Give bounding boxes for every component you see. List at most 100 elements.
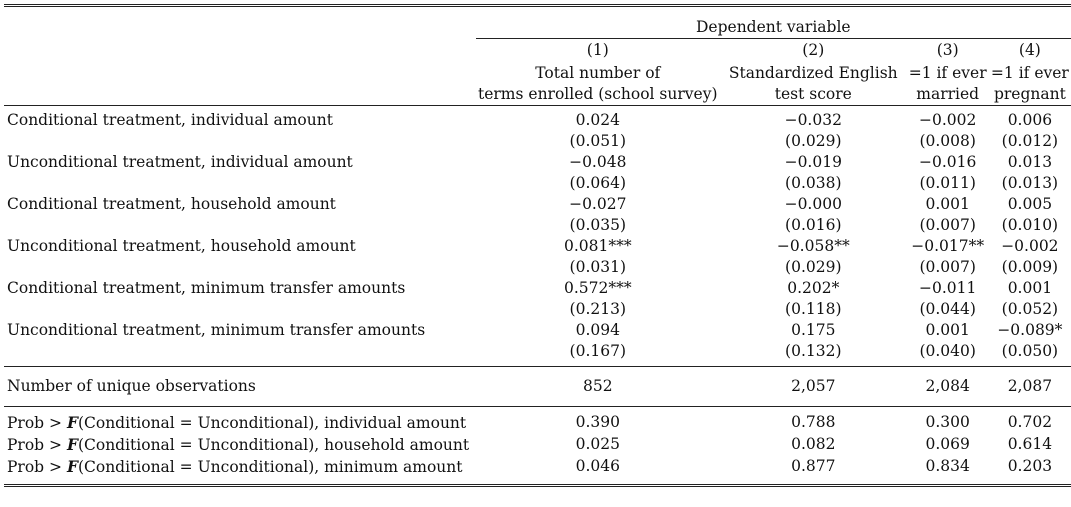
table-row: Unconditional treatment, household amoun… bbox=[4, 236, 1071, 257]
ftest-cell: 0.025 bbox=[575, 435, 620, 453]
coef-cell: 0.001 bbox=[925, 320, 970, 339]
col-title-3-line1: =1 if ever bbox=[908, 63, 987, 82]
se-cell: (0.044) bbox=[919, 299, 976, 318]
se-cell: (0.007) bbox=[919, 257, 976, 276]
row-label: Unconditional treatment, individual amou… bbox=[7, 152, 353, 171]
se-cell: (0.013) bbox=[1001, 173, 1059, 192]
coef-cell: −0.089* bbox=[997, 320, 1063, 339]
table-row: Conditional treatment, individual amount… bbox=[4, 105, 1071, 131]
header-titles-line2: terms enrolled (school survey) test scor… bbox=[4, 84, 1071, 106]
row-label: Unconditional treatment, household amoun… bbox=[7, 236, 356, 255]
ftest-label: Prob > F(Conditional = Unconditional), i… bbox=[4, 406, 476, 434]
coef-cell: −0.011 bbox=[918, 278, 977, 297]
ftest-prefix: Prob > bbox=[7, 435, 67, 454]
se-cell: (0.010) bbox=[1001, 215, 1059, 234]
header-col-numbers-row: (1) (2) (3) (4) bbox=[4, 39, 1071, 63]
observations-cell: 852 bbox=[582, 376, 613, 395]
coef-cell: 0.572*** bbox=[563, 278, 632, 297]
se-cell: (0.011) bbox=[919, 173, 976, 192]
ftest-row: Prob > F(Conditional = Unconditional), i… bbox=[4, 406, 1071, 434]
se-cell: (0.029) bbox=[785, 257, 842, 276]
table-row-se: (0.051) (0.029) (0.008) (0.012) bbox=[4, 131, 1071, 152]
ftest-label: Prob > F(Conditional = Unconditional), h… bbox=[4, 434, 476, 456]
se-cell: (0.029) bbox=[785, 131, 842, 150]
regression-table: Dependent variable (1) (2) (3) (4) Total… bbox=[4, 4, 1071, 489]
coef-cell: −0.032 bbox=[784, 110, 842, 129]
ftest-label: Prob > F(Conditional = Unconditional), m… bbox=[4, 456, 476, 486]
coef-cell: 0.081*** bbox=[563, 236, 632, 255]
table-row-se: (0.035) (0.016) (0.007) (0.010) bbox=[4, 215, 1071, 236]
ftest-suffix: (Conditional = Unconditional), household… bbox=[77, 435, 470, 454]
ftest-cell: 0.300 bbox=[925, 413, 970, 431]
se-cell: (0.167) bbox=[569, 341, 626, 360]
table-row-se: (0.213) (0.118) (0.044) (0.052) bbox=[4, 299, 1071, 320]
coef-cell: −0.027 bbox=[569, 194, 627, 213]
se-cell: (0.052) bbox=[1001, 299, 1059, 318]
se-cell: (0.007) bbox=[919, 215, 976, 234]
coef-cell: 0.006 bbox=[1007, 110, 1053, 129]
observations-cell: 2,084 bbox=[925, 376, 970, 395]
se-cell: (0.016) bbox=[785, 215, 842, 234]
row-label: Conditional treatment, individual amount bbox=[7, 110, 333, 129]
ftest-F: F bbox=[66, 434, 78, 454]
col-title-2-line1: Standardized English bbox=[728, 63, 898, 82]
row-label: Conditional treatment, household amount bbox=[7, 194, 336, 213]
se-cell: (0.064) bbox=[569, 173, 626, 192]
coef-cell: −0.000 bbox=[784, 194, 842, 213]
coef-cell: 0.175 bbox=[791, 320, 836, 339]
coef-cell: 0.024 bbox=[575, 110, 620, 129]
ftest-prefix: Prob > bbox=[7, 457, 67, 476]
observations-row: Number of unique observations 852 2,057 … bbox=[4, 366, 1071, 406]
table-row: Conditional treatment, minimum transfer … bbox=[4, 278, 1071, 299]
col-number-1: (1) bbox=[586, 41, 609, 60]
coef-cell: −0.019 bbox=[784, 152, 842, 171]
header-titles-line1: Total number of Standardized English =1 … bbox=[4, 63, 1071, 84]
ftest-suffix: (Conditional = Unconditional), minimum a… bbox=[77, 457, 463, 476]
ftest-cell: 0.069 bbox=[925, 435, 970, 453]
se-cell: (0.009) bbox=[1001, 257, 1059, 276]
ftest-cell: 0.614 bbox=[1007, 435, 1053, 453]
ftest-row: Prob > F(Conditional = Unconditional), h… bbox=[4, 434, 1071, 456]
ftest-cell: 0.203 bbox=[1007, 457, 1053, 475]
ftest-suffix: (Conditional = Unconditional), individua… bbox=[77, 413, 467, 432]
coef-cell: −0.058** bbox=[776, 236, 850, 255]
coef-cell: 0.001 bbox=[1007, 278, 1053, 297]
se-cell: (0.118) bbox=[785, 299, 842, 318]
table-row-se: (0.167) (0.132) (0.040) (0.050) bbox=[4, 341, 1071, 367]
se-cell: (0.040) bbox=[919, 341, 976, 360]
ftest-cell: 0.877 bbox=[791, 457, 836, 475]
se-cell: (0.035) bbox=[569, 215, 626, 234]
observations-cell: 2,057 bbox=[791, 376, 836, 395]
row-label: Conditional treatment, minimum transfer … bbox=[7, 278, 406, 297]
col-title-3-line2: married bbox=[916, 84, 980, 103]
coef-cell: −0.002 bbox=[1001, 236, 1059, 255]
table-row-se: (0.064) (0.038) (0.011) (0.013) bbox=[4, 173, 1071, 194]
se-cell: (0.012) bbox=[1001, 131, 1059, 150]
col-title-4-line1: =1 if ever bbox=[990, 63, 1069, 82]
se-cell: (0.008) bbox=[919, 131, 976, 150]
coef-cell: −0.017** bbox=[911, 236, 985, 255]
coef-cell: −0.002 bbox=[918, 110, 977, 129]
col-title-1-line1: Total number of bbox=[535, 63, 661, 82]
header-dependent-row: Dependent variable bbox=[4, 5, 1071, 39]
coef-cell: 0.013 bbox=[1007, 152, 1053, 171]
dependent-variable-header: Dependent variable bbox=[475, 5, 1071, 39]
col-title-2-line2: test score bbox=[774, 84, 852, 103]
ftest-row: Prob > F(Conditional = Unconditional), m… bbox=[4, 456, 1071, 486]
se-cell: (0.031) bbox=[569, 257, 626, 276]
coef-cell: 0.005 bbox=[1007, 194, 1053, 213]
table-row: Unconditional treatment, minimum transfe… bbox=[4, 320, 1071, 341]
ftest-F: F bbox=[66, 412, 78, 432]
se-cell: (0.050) bbox=[1001, 341, 1059, 360]
table-row: Conditional treatment, household amount … bbox=[4, 194, 1071, 215]
coef-cell: −0.048 bbox=[569, 152, 627, 171]
ftest-cell: 0.390 bbox=[575, 413, 620, 431]
table-bottom-rule bbox=[4, 485, 1071, 489]
ftest-prefix: Prob > bbox=[7, 413, 67, 432]
se-cell: (0.051) bbox=[569, 131, 626, 150]
table-row-se: (0.031) (0.029) (0.007) (0.009) bbox=[4, 257, 1071, 278]
se-cell: (0.038) bbox=[785, 173, 842, 192]
se-cell: (0.132) bbox=[785, 341, 842, 360]
col-title-1-line2: terms enrolled (school survey) bbox=[478, 84, 718, 103]
